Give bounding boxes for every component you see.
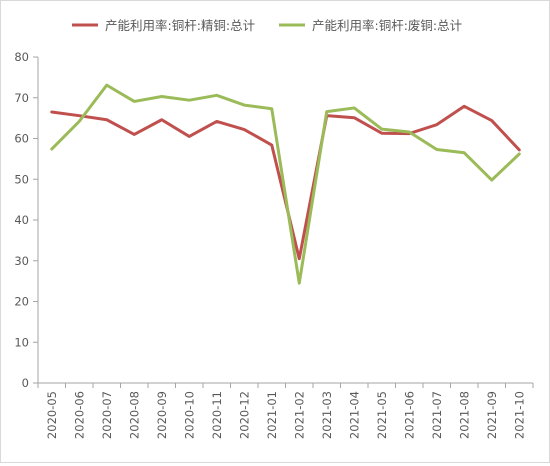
x-tick-label: 2020-06: [72, 391, 86, 439]
y-tick-label: 60: [14, 132, 29, 146]
legend-label-series-2: 产能利用率:铜杆:废铜:总计: [312, 18, 462, 33]
y-tick-label: 30: [14, 254, 29, 268]
x-tick-label: 2021-05: [375, 391, 389, 439]
y-tick-label: 0: [22, 376, 29, 390]
x-tick-label: 2021-03: [320, 391, 334, 439]
axes: 0 10 20 30 40 50 60 70 80 2020-05 2020-06 2020-07 20…: [14, 50, 534, 439]
y-tick-label: 10: [14, 335, 29, 349]
y-tick-label: 20: [14, 295, 29, 309]
y-tick-label: 40: [14, 213, 29, 227]
legend-label-series-1: 产能利用率:铜杆:精铜:总计: [105, 18, 255, 33]
x-tick-label: 2021-09: [485, 391, 499, 439]
x-tick-label: 2020-08: [127, 391, 141, 439]
series-line-1: [50, 104, 521, 261]
x-tick-label: 2021-07: [430, 391, 444, 439]
x-tick-label: 2020-12: [237, 391, 251, 439]
series-lines: [50, 83, 521, 285]
x-tick-label: 2021-02: [292, 391, 306, 439]
series-line-2: [50, 83, 521, 285]
x-tick-label: 2020-05: [45, 391, 59, 439]
x-tick-label: 2021-04: [347, 391, 361, 439]
x-tick-label: 2021-10: [512, 391, 526, 439]
x-tick-label: 2021-01: [265, 391, 279, 439]
legend: 产能利用率:铜杆:精铜:总计 产能利用率:铜杆:废铜:总计: [72, 18, 462, 33]
x-tick-label: 2021-06: [402, 391, 416, 439]
x-tick-label: 2020-11: [210, 391, 224, 439]
x-tick-label: 2020-10: [182, 391, 196, 439]
y-tick-label: 70: [14, 91, 29, 105]
y-tick-label: 50: [14, 172, 29, 186]
y-tick-label: 80: [14, 50, 29, 64]
x-tick-label: 2021-08: [457, 391, 471, 439]
x-tick-label: 2020-09: [155, 391, 169, 439]
x-tick-label: 2020-07: [100, 391, 114, 439]
